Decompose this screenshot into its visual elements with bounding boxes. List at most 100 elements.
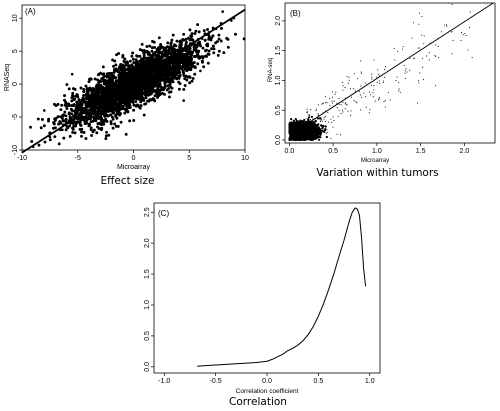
data-point xyxy=(150,71,154,75)
data-point xyxy=(376,81,378,83)
data-point xyxy=(146,99,150,103)
data-point xyxy=(378,80,380,82)
data-point xyxy=(311,123,314,126)
data-point xyxy=(175,39,179,43)
data-point xyxy=(168,95,171,99)
data-point xyxy=(111,126,115,130)
data-point xyxy=(95,94,99,98)
data-point xyxy=(288,124,291,128)
data-point xyxy=(309,119,312,121)
data-point xyxy=(140,65,144,69)
data-point xyxy=(201,60,204,64)
y-tick-label: 1.5 xyxy=(275,46,282,56)
data-point xyxy=(342,111,344,113)
data-point xyxy=(112,87,116,91)
data-point xyxy=(190,65,193,69)
data-point xyxy=(361,96,363,98)
data-point xyxy=(184,40,188,44)
data-point xyxy=(409,57,411,59)
data-point xyxy=(337,116,339,118)
data-point xyxy=(131,71,135,75)
data-point xyxy=(125,73,129,77)
data-point xyxy=(327,131,329,133)
data-point xyxy=(190,32,194,36)
data-point xyxy=(75,105,79,109)
data-point xyxy=(314,134,316,136)
data-point xyxy=(295,124,298,127)
chart-a-x-ticks: -10 -5 0 5 10 xyxy=(17,150,249,162)
data-point xyxy=(294,129,298,132)
data-point xyxy=(85,112,89,116)
data-point xyxy=(304,122,307,125)
data-point xyxy=(368,112,370,114)
data-point xyxy=(182,99,185,102)
data-point xyxy=(119,98,123,102)
data-point xyxy=(63,110,67,114)
data-point xyxy=(118,107,122,111)
data-point xyxy=(182,32,186,36)
data-point xyxy=(403,65,405,67)
data-point xyxy=(305,125,308,128)
data-point xyxy=(89,110,92,114)
data-point xyxy=(220,26,223,30)
data-point xyxy=(371,76,373,78)
data-point xyxy=(105,119,109,123)
x-tick-label: 0.0 xyxy=(285,148,295,155)
data-point xyxy=(75,111,79,115)
data-point xyxy=(173,47,177,51)
data-point xyxy=(127,78,131,82)
data-point xyxy=(396,76,398,78)
data-point xyxy=(154,73,158,77)
data-point xyxy=(314,123,317,126)
data-point xyxy=(212,47,216,51)
data-point xyxy=(152,80,156,84)
data-point xyxy=(201,46,205,50)
data-point xyxy=(216,53,220,57)
data-point xyxy=(311,138,314,141)
data-point xyxy=(344,103,346,105)
data-point xyxy=(184,37,188,41)
data-point xyxy=(105,87,109,91)
data-point xyxy=(438,57,440,59)
data-point xyxy=(140,60,144,64)
data-point xyxy=(65,104,68,108)
data-point xyxy=(360,85,362,87)
data-point xyxy=(40,118,44,121)
data-point xyxy=(70,112,74,116)
data-point xyxy=(193,48,197,52)
data-point xyxy=(89,120,93,124)
data-point xyxy=(125,97,129,101)
x-tick-label: -10 xyxy=(17,155,27,162)
y-tick-label: 0.0 xyxy=(275,135,282,145)
data-point xyxy=(96,73,100,77)
data-point xyxy=(76,95,80,99)
data-point xyxy=(325,135,328,139)
data-point xyxy=(178,64,182,68)
data-point xyxy=(144,57,148,61)
data-point xyxy=(133,85,137,88)
data-point xyxy=(145,87,149,91)
data-point xyxy=(74,124,78,128)
data-point xyxy=(164,77,168,81)
data-point xyxy=(318,118,320,120)
data-point xyxy=(461,32,463,34)
data-point xyxy=(71,91,75,95)
data-point xyxy=(64,117,68,121)
data-point xyxy=(219,39,223,43)
data-point xyxy=(151,88,155,92)
data-point xyxy=(182,38,186,42)
data-point xyxy=(178,67,181,71)
data-point xyxy=(313,127,315,129)
chart-a-panel-label: (A) xyxy=(25,7,36,16)
data-point xyxy=(298,132,302,135)
data-point xyxy=(37,143,41,147)
data-point xyxy=(67,87,71,91)
data-point xyxy=(43,140,47,144)
data-point xyxy=(317,113,319,115)
data-point xyxy=(376,76,378,78)
data-point xyxy=(53,117,57,121)
data-point xyxy=(84,93,88,96)
data-point xyxy=(141,76,145,80)
y-tick-label: 0.5 xyxy=(275,105,282,115)
